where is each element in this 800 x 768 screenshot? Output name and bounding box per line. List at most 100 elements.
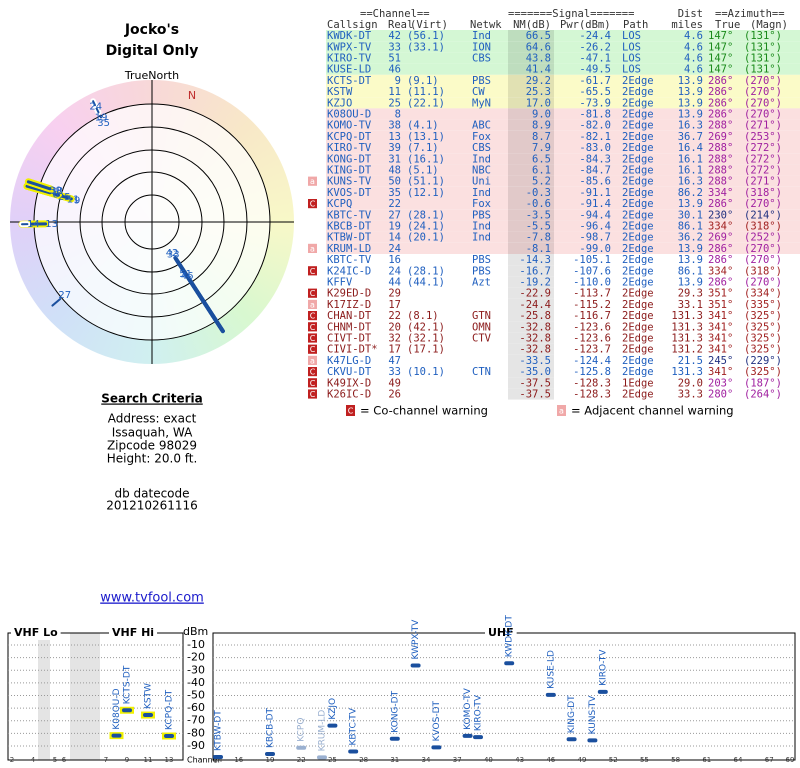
x-tick-label: 7 [104,756,108,764]
nm-shade [508,321,554,333]
table-cell: -116.7 [573,310,611,322]
table-cell: -81.8 [579,109,611,121]
nm-shade [508,209,554,221]
warning-icon [308,199,317,209]
table-cell: KBCB-DT [327,221,372,233]
table-cell: (253°) [744,131,782,143]
y-unit: dBm [183,625,208,638]
table-cell: -85.6 [579,176,611,188]
table-cell: 286° [708,198,733,210]
table-cell: 36.7 [678,131,703,143]
nm-shade [508,354,554,366]
table-cell: LOS [622,64,641,76]
nm-shade [508,366,554,378]
table-cell: 6.1 [532,165,551,177]
signal-marker [348,749,359,754]
table-cell: 38 [388,120,401,132]
nm-shade [508,287,554,299]
row-bg [326,130,800,142]
row-bg [326,388,800,400]
row-bg [326,108,800,120]
polar-label: 8 [53,189,59,200]
row-bg [326,153,800,165]
table-cell: 334° [708,187,733,199]
x-tick-label: 69 [786,756,795,764]
signal-marker [213,754,223,759]
table-cell: -82.0 [579,120,611,132]
table-cell: 147° [708,41,733,53]
table-cell: 2Edge [622,232,654,244]
row-bg [326,298,800,310]
table-cell: NBC [472,165,491,177]
table-cell: 25 [388,97,401,109]
table-cell: (264°) [744,389,782,401]
table-cell: 33.1 [678,299,703,311]
table-cell: 288° [708,142,733,154]
table-cell: GTN [472,310,491,322]
column-header: miles [671,19,703,31]
x-tick-label: 55 [640,756,649,764]
table-cell: 131.3 [671,333,703,345]
table-cell: 41.4 [526,64,551,76]
row-bg [326,198,800,210]
table-cell: 19 [388,221,401,233]
table-cell: 286° [708,86,733,98]
table-cell: 33 [388,366,401,378]
table-cell: (334°) [744,288,782,300]
x-tick-label: 22 [297,756,306,764]
table-cell: (318°) [744,221,782,233]
signal-label: KCPQ [297,718,307,742]
x-tick-label: 52 [609,756,618,764]
table-cell: 33 [388,41,401,53]
nm-shade [508,175,554,187]
table-cell: -0.3 [526,187,551,199]
row-bg [326,321,800,333]
x-tick-label: 43 [515,756,524,764]
table-cell: 16.3 [678,176,703,188]
table-cell: KFFV [327,277,353,289]
table-cell: -3.5 [526,209,551,221]
table-cell: 4.6 [684,41,703,53]
warning-letter: C [310,390,316,399]
table-cell: 17.0 [526,97,551,109]
table-cell: 288° [708,120,733,132]
signal-marker [389,736,400,741]
table-cell: (270°) [744,86,782,98]
table-cell: 2Edge [622,75,654,87]
site-link[interactable]: www.tvfool.com [100,591,204,606]
table-cell: -35.0 [519,366,551,378]
row-bg [326,41,800,53]
polar-label: 46 [181,271,194,282]
table-cell: 16 [388,254,401,266]
search-line: Issaquah, WA [112,426,193,440]
table-cell: K17IZ-D [327,299,371,311]
x-tick-label: 31 [390,756,399,764]
signal-label: KING-DT [567,695,577,733]
table-cell: 2Edge [622,310,654,322]
table-cell: 286° [708,109,733,121]
table-cell: (28.1) [407,265,445,277]
table-cell: KIRO-TV [327,53,372,65]
x-tick-label: 34 [422,756,431,764]
signal-label: KIRO-TV [598,649,608,686]
group-header: =======Signal======= [508,8,634,20]
table-cell: 66.5 [526,30,551,42]
table-cell: CTN [472,366,491,378]
table-cell: (187°) [744,377,782,389]
y-tick-label: -50 [187,689,205,702]
table-cell: (8.1) [407,310,439,322]
row-bg [326,220,800,232]
row-bg [326,354,800,366]
nm-shade [508,52,554,64]
nm-shade [508,30,554,42]
row-bg [326,332,800,344]
table-cell: 22 [388,310,401,322]
table-cell: (17.1) [407,344,445,356]
table-cell: KTBW-DT [327,232,372,244]
table-cell: -24.4 [519,299,551,311]
table-cell: CW [472,86,485,98]
nm-shade [508,310,554,322]
warning-letter: C [310,368,316,377]
legend-letter: a [559,407,564,416]
